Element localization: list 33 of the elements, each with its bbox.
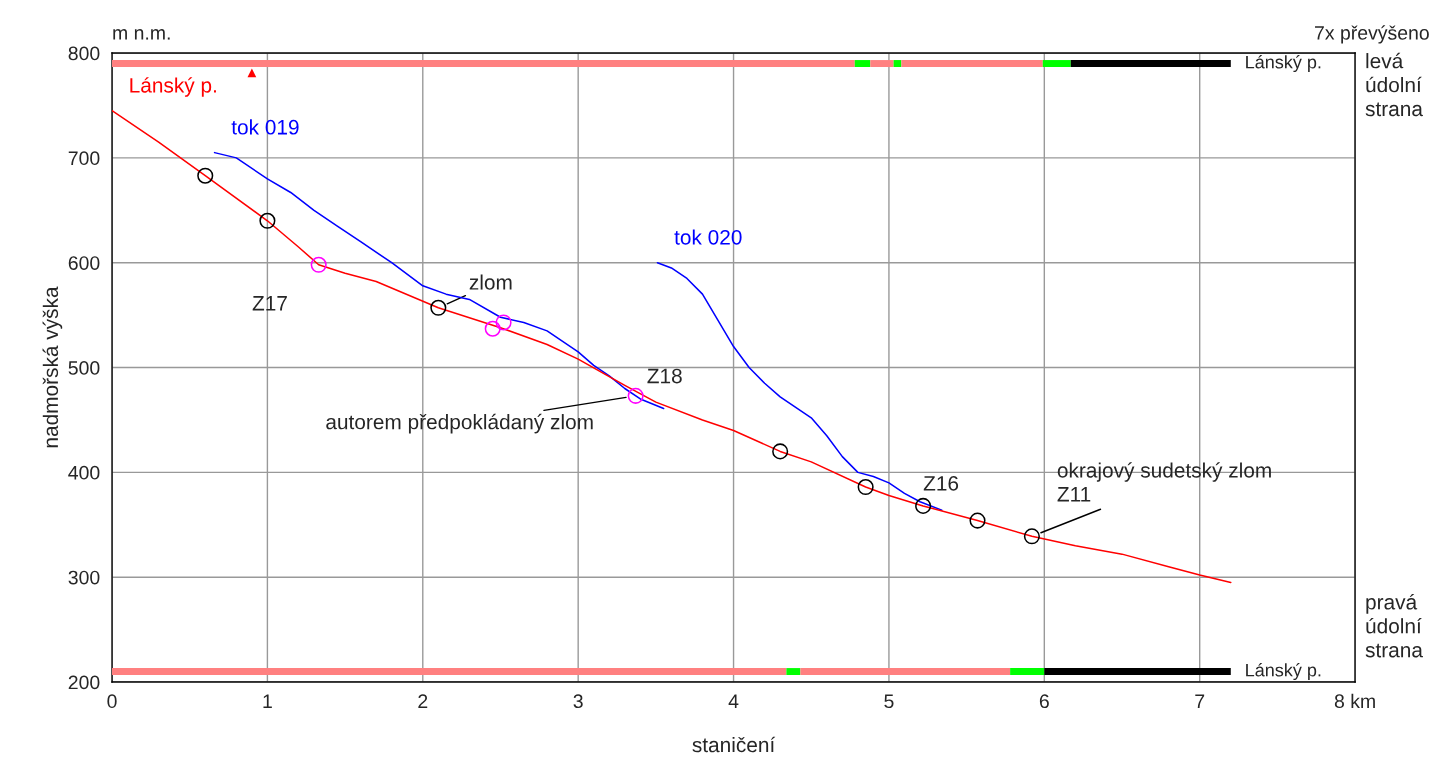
text: m n.m. <box>113 29 170 40</box>
x-tick-label: 4 <box>728 694 739 708</box>
annotation: Z17 <box>252 296 287 311</box>
annotation: Z18 <box>647 368 682 384</box>
text: levá údolní strana <box>1365 52 1423 117</box>
x-tick-label: 0 <box>107 694 117 709</box>
y-tick-label: 300 <box>68 570 100 585</box>
annotation: Lánský p. <box>1246 663 1321 681</box>
y-axis-title: nadmořská výška <box>42 286 63 448</box>
x-axis-title: staničení <box>692 736 776 753</box>
annotation: okrajový sudetský zlom Z11 <box>1057 462 1271 502</box>
annotation: Lánský p. <box>1246 55 1321 73</box>
annotation: autorem předpokládaný zlom <box>326 413 593 434</box>
annotation: Z16 <box>923 475 959 491</box>
y-tick-label: 400 <box>68 465 100 480</box>
x-tick-label: 8 km <box>1334 693 1375 709</box>
y-tick-label: 700 <box>68 151 100 166</box>
text: 7x převýšeno <box>1315 25 1429 44</box>
y-tick-label: 200 <box>68 675 100 690</box>
series-label: Lánský p. <box>130 77 216 97</box>
x-tick-label: 5 <box>884 694 894 709</box>
y-tick-label: 600 <box>68 256 100 270</box>
x-tick-label: 6 <box>1039 694 1049 709</box>
annotation: zlom <box>469 274 512 290</box>
x-tick-label: 1 <box>263 694 272 708</box>
text: pravá údolní strana <box>1365 593 1423 658</box>
series-label: tok 020 <box>674 229 742 245</box>
x-tick-label: 3 <box>573 694 583 709</box>
y-tick-label: 800 <box>68 46 100 61</box>
series-label: tok 019 <box>231 119 299 135</box>
y-tick-label: 500 <box>68 361 100 375</box>
x-tick-label: 7 <box>1195 694 1205 708</box>
x-tick-label: 2 <box>418 694 428 708</box>
